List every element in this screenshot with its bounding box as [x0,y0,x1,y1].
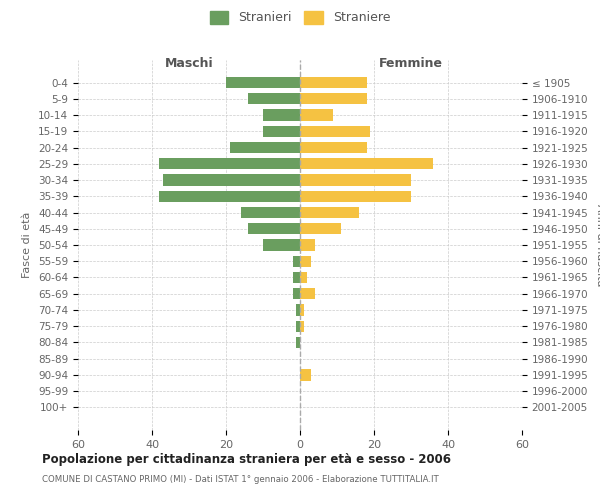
Bar [296,337,300,348]
Bar [300,142,367,153]
Text: Popolazione per cittadinanza straniera per età e sesso - 2006: Popolazione per cittadinanza straniera p… [42,452,451,466]
Bar [300,93,367,104]
Text: Maschi: Maschi [164,56,214,70]
Bar [300,272,307,283]
Bar [300,240,315,250]
Bar [300,256,311,267]
Bar [300,77,367,88]
Bar [293,288,300,300]
Bar [300,174,411,186]
Bar [300,370,311,380]
Bar [300,126,370,137]
Bar [263,126,300,137]
Bar [241,207,300,218]
Y-axis label: Anni di nascita: Anni di nascita [595,204,600,286]
Bar [160,190,300,202]
Bar [300,288,315,300]
Bar [296,304,300,316]
Bar [263,240,300,250]
Bar [300,207,359,218]
Bar [226,77,300,88]
Y-axis label: Fasce di età: Fasce di età [22,212,32,278]
Bar [293,272,300,283]
Bar [160,158,300,170]
Legend: Stranieri, Straniere: Stranieri, Straniere [209,11,391,24]
Bar [300,223,341,234]
Bar [230,142,300,153]
Bar [300,158,433,170]
Bar [296,320,300,332]
Bar [248,93,300,104]
Bar [300,110,334,120]
Bar [300,320,304,332]
Bar [163,174,300,186]
Bar [300,304,304,316]
Text: Femmine: Femmine [379,56,443,70]
Bar [263,110,300,120]
Bar [248,223,300,234]
Bar [300,190,411,202]
Bar [293,256,300,267]
Text: COMUNE DI CASTANO PRIMO (MI) - Dati ISTAT 1° gennaio 2006 - Elaborazione TUTTITA: COMUNE DI CASTANO PRIMO (MI) - Dati ISTA… [42,475,439,484]
